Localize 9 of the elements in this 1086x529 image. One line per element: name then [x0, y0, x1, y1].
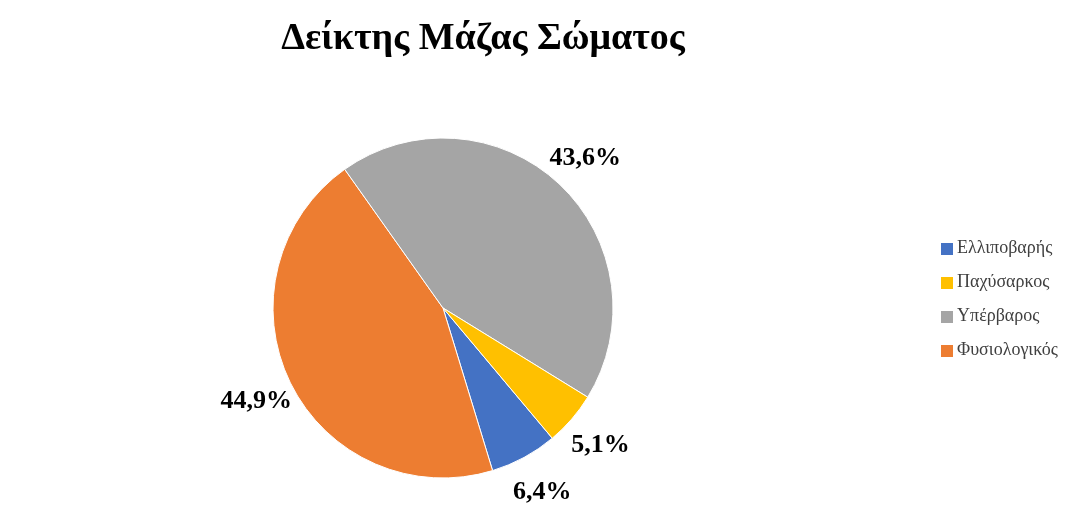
legend-label: Παχύσαρκος — [957, 271, 1050, 291]
legend-label: Ελλιποβαρής — [957, 237, 1053, 257]
data-label: 5,1% — [571, 429, 630, 459]
data-label: 44,9% — [220, 385, 293, 415]
legend-label: Φυσιολογικός — [957, 339, 1058, 359]
data-label: 6,4% — [512, 476, 572, 506]
data-label: 43,6% — [549, 141, 622, 171]
legend-label: Υπέρβαρος — [957, 305, 1040, 325]
chart-title: Δείκτης Μάζας Σώματος — [280, 14, 686, 59]
